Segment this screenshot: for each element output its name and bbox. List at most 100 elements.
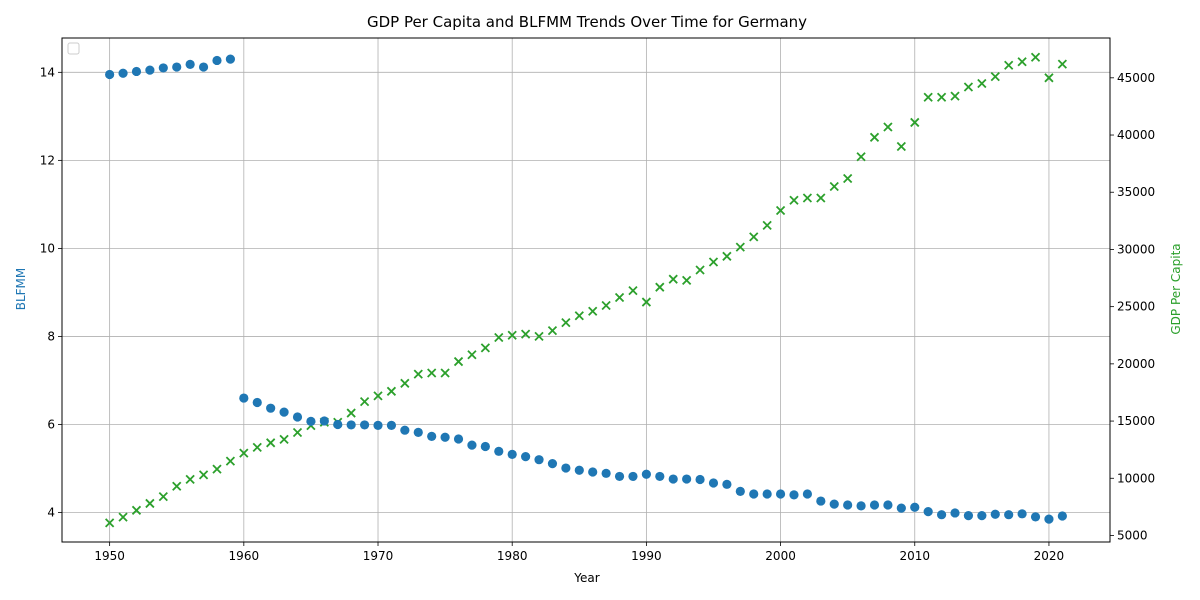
blfmm-point <box>843 500 853 510</box>
blfmm-point <box>789 490 799 500</box>
blfmm-point <box>198 62 209 72</box>
gdp-point <box>346 408 356 418</box>
gdp-point <box>816 193 826 203</box>
gdp-point <box>883 122 893 132</box>
blfmm-point <box>534 455 544 465</box>
blfmm-point <box>910 502 920 512</box>
blfmm-point <box>319 416 329 426</box>
gdp-series <box>104 52 1068 528</box>
blfmm-point <box>440 432 450 442</box>
gdp-point <box>869 132 880 142</box>
gdp-point <box>427 368 437 378</box>
x-axis-title: Year <box>573 571 599 585</box>
blfmm-point <box>521 452 531 462</box>
gdp-point <box>561 318 571 328</box>
gdp-point <box>520 329 531 339</box>
blfmm-point <box>212 55 222 66</box>
blfmm-point <box>427 431 437 441</box>
right-y-tick-label: 5000 <box>1117 528 1148 542</box>
blfmm-point <box>829 499 839 509</box>
blfmm-point <box>574 465 584 475</box>
x-tick-label: 1990 <box>631 549 662 563</box>
blfmm-point <box>105 69 115 80</box>
plot-frame <box>61 37 1111 543</box>
blfmm-point <box>359 420 370 430</box>
blfmm-point <box>225 54 236 64</box>
gdp-point <box>225 456 236 466</box>
gdp-point <box>359 396 370 407</box>
blfmm-series <box>105 54 1067 524</box>
x-tick-label: 1970 <box>363 549 394 563</box>
gdp-point <box>601 300 611 311</box>
gdp-point <box>936 92 947 102</box>
blfmm-point <box>682 474 692 484</box>
gdp-point <box>494 332 504 343</box>
blfmm-point <box>936 510 947 520</box>
left-y-tick-label: 14 <box>40 65 55 79</box>
gdp-point <box>628 285 638 296</box>
blfmm-point <box>990 509 1000 519</box>
blfmm-point <box>252 397 262 408</box>
gdp-point <box>239 448 249 458</box>
blfmm-point <box>453 434 464 444</box>
x-tick-label: 1980 <box>497 549 528 563</box>
blfmm-point <box>507 449 517 460</box>
right-y-tick-label: 25000 <box>1117 300 1155 314</box>
blfmm-point <box>816 496 826 506</box>
blfmm-point <box>856 501 866 511</box>
blfmm-point <box>333 419 343 430</box>
blfmm-point <box>547 459 558 469</box>
gdp-point <box>118 512 128 522</box>
gdp-point <box>990 72 1000 82</box>
blfmm-point <box>172 62 182 72</box>
legend-box <box>67 42 80 55</box>
blfmm-point <box>131 66 142 77</box>
blfmm-point <box>306 416 316 426</box>
blfmm-point <box>977 510 987 521</box>
x-tick-label: 1950 <box>94 549 125 563</box>
gdp-point <box>400 378 410 388</box>
blfmm-point <box>1004 510 1014 520</box>
blfmm-point <box>292 412 303 422</box>
gdp-point <box>910 117 920 128</box>
gdp-point <box>1057 59 1068 69</box>
blfmm-point <box>896 503 906 513</box>
gdp-point <box>507 330 517 340</box>
blfmm-point <box>373 420 383 430</box>
gdp-point <box>950 91 960 101</box>
right-y-tick-label: 20000 <box>1117 357 1155 371</box>
gdp-point <box>829 181 839 192</box>
gdp-point <box>279 434 289 445</box>
gdp-point <box>775 205 786 216</box>
gdp-point <box>708 257 719 267</box>
gdp-point <box>695 265 705 275</box>
gdp-point <box>266 438 276 448</box>
blfmm-point <box>708 478 719 488</box>
gdp-point <box>480 343 490 353</box>
gdp-point <box>923 92 933 102</box>
gdp-point <box>802 193 813 203</box>
gdp-point <box>762 220 772 231</box>
right-y-tick-label: 30000 <box>1117 242 1155 256</box>
gdp-point <box>104 518 115 528</box>
blfmm-point <box>279 407 289 417</box>
blfmm-point <box>749 489 759 499</box>
blfmm-point <box>1044 514 1054 524</box>
blfmm-point <box>1017 509 1027 519</box>
chart-title: GDP Per Capita and BLFMM Trends Over Tim… <box>367 13 807 31</box>
blfmm-point <box>239 393 249 403</box>
blfmm-point <box>185 59 195 70</box>
blfmm-point <box>735 486 745 496</box>
gdp-point <box>158 491 168 502</box>
blfmm-point <box>802 489 813 499</box>
blfmm-point <box>400 425 410 435</box>
left-y-tick-label: 4 <box>47 506 55 520</box>
blfmm-point <box>762 489 772 499</box>
gdp-point <box>252 442 262 453</box>
left-y-tick-label: 8 <box>47 329 55 343</box>
blfmm-point <box>467 440 477 450</box>
blfmm-point <box>1030 512 1041 522</box>
blfmm-point <box>145 65 155 75</box>
blfmm-point <box>158 63 168 73</box>
